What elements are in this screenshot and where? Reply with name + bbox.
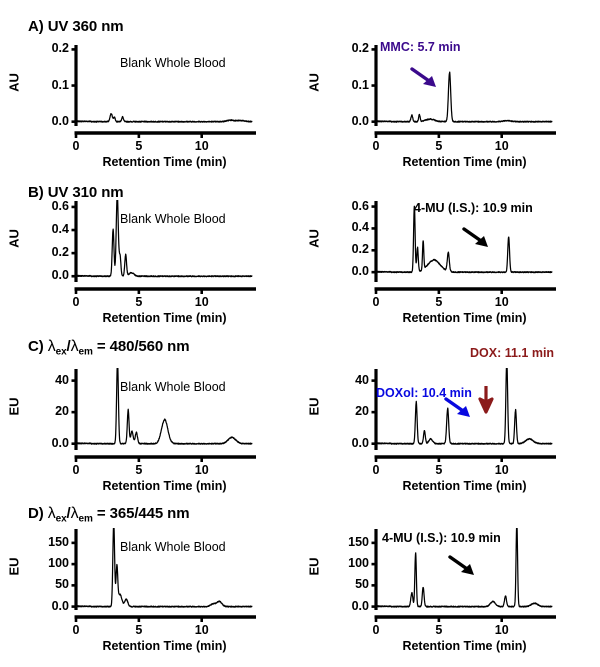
y-tick-label: 0.1 bbox=[51, 77, 69, 92]
arrow-diagonal-icon bbox=[462, 226, 496, 252]
plot-a-right bbox=[362, 44, 557, 144]
x-tick-label: 5 bbox=[135, 623, 143, 637]
panel-header-b: B) UV 310 nm bbox=[28, 184, 124, 201]
annotation-label: DOX: 11.1 min bbox=[470, 346, 555, 360]
y-tick-label: 0.0 bbox=[351, 435, 369, 450]
x-tick-label: 0 bbox=[72, 139, 80, 153]
y-tick-label: 0.0 bbox=[51, 268, 69, 283]
x-tick-label: 5 bbox=[135, 139, 143, 153]
y-tick-label: 150 bbox=[48, 534, 69, 549]
x-tick-label: 0 bbox=[372, 463, 380, 477]
plot-c-left bbox=[62, 368, 257, 468]
y-tick-label: 0.2 bbox=[51, 41, 69, 56]
x-tick-label: 5 bbox=[435, 139, 443, 153]
x-tick-label: 5 bbox=[435, 623, 443, 637]
x-axis-title: Retention Time (min) bbox=[402, 639, 527, 653]
y-tick-label: 40 bbox=[55, 372, 69, 387]
y-tick-label: 20 bbox=[355, 404, 369, 419]
y-tick-label: 0.6 bbox=[351, 198, 369, 213]
x-axis-title: Retention Time (min) bbox=[102, 479, 227, 493]
y-axis-title: AU bbox=[6, 229, 22, 249]
x-tick-label: 0 bbox=[72, 463, 80, 477]
plot-b-left bbox=[62, 200, 257, 300]
x-tick-label: 5 bbox=[435, 295, 443, 309]
y-tick-label: 20 bbox=[55, 404, 69, 419]
y-tick-label: 40 bbox=[355, 372, 369, 387]
y-tick-label: 150 bbox=[348, 534, 369, 549]
blank-whole-blood-label: Blank Whole Blood bbox=[120, 540, 226, 554]
arrow-diagonal-icon bbox=[410, 66, 444, 92]
panel-header-d: D) λex/λem = 365/445 nm bbox=[28, 505, 190, 525]
y-tick-label: 0.4 bbox=[51, 222, 69, 237]
y-tick-label: 0.0 bbox=[51, 598, 69, 613]
plot-c-right bbox=[362, 368, 557, 468]
y-tick-label: 50 bbox=[355, 577, 369, 592]
x-axis-title: Retention Time (min) bbox=[102, 639, 227, 653]
y-axis-title: EU bbox=[306, 397, 322, 416]
arrow-diagonal-icon bbox=[444, 396, 478, 422]
x-tick-label: 10 bbox=[194, 623, 209, 637]
y-tick-label: 0.2 bbox=[351, 41, 369, 56]
x-tick-label: 5 bbox=[435, 463, 443, 477]
x-tick-label: 0 bbox=[72, 295, 80, 309]
y-tick-label: 0.0 bbox=[51, 435, 69, 450]
blank-whole-blood-label: Blank Whole Blood bbox=[120, 212, 226, 226]
x-axis-title: Retention Time (min) bbox=[102, 311, 227, 325]
y-axis-title: EU bbox=[6, 557, 22, 576]
y-axis-title: EU bbox=[306, 557, 322, 576]
plot-d-right bbox=[362, 528, 557, 628]
annotation-label: 4-MU (I.S.): 10.9 min bbox=[382, 531, 501, 545]
y-tick-label: 100 bbox=[348, 556, 369, 571]
x-tick-label: 0 bbox=[372, 295, 380, 309]
annotation-label: DOXol: 10.4 min bbox=[376, 386, 472, 400]
y-axis-title: AU bbox=[306, 73, 322, 93]
x-axis-title: Retention Time (min) bbox=[402, 311, 527, 325]
y-tick-label: 50 bbox=[55, 577, 69, 592]
x-tick-label: 10 bbox=[494, 623, 509, 637]
x-axis-title: Retention Time (min) bbox=[402, 479, 527, 493]
y-axis-title: EU bbox=[6, 397, 22, 416]
x-tick-label: 0 bbox=[72, 623, 80, 637]
y-tick-label: 0.2 bbox=[351, 242, 369, 257]
blank-whole-blood-label: Blank Whole Blood bbox=[120, 380, 226, 394]
plot-b-right bbox=[362, 200, 557, 300]
x-axis-title: Retention Time (min) bbox=[102, 155, 227, 169]
y-tick-label: 0.2 bbox=[51, 245, 69, 260]
x-tick-label: 0 bbox=[372, 623, 380, 637]
y-tick-label: 0.0 bbox=[351, 598, 369, 613]
arrow-diagonal-icon bbox=[448, 554, 482, 580]
x-axis-title: Retention Time (min) bbox=[402, 155, 527, 169]
plot-d-left bbox=[62, 528, 257, 628]
x-tick-label: 10 bbox=[194, 463, 209, 477]
x-tick-label: 0 bbox=[372, 139, 380, 153]
x-tick-label: 10 bbox=[494, 463, 509, 477]
y-axis-title: AU bbox=[306, 229, 322, 249]
y-tick-label: 0.0 bbox=[351, 113, 369, 128]
x-tick-label: 10 bbox=[194, 295, 209, 309]
annotation-label: MMC: 5.7 min bbox=[380, 40, 461, 54]
panel-header-c: C) λex/λem = 480/560 nm bbox=[28, 338, 190, 358]
y-tick-label: 0.4 bbox=[351, 220, 369, 235]
x-tick-label: 5 bbox=[135, 463, 143, 477]
x-tick-label: 10 bbox=[494, 139, 509, 153]
y-tick-label: 0.6 bbox=[51, 198, 69, 213]
y-axis-title: AU bbox=[6, 73, 22, 93]
y-tick-label: 0.0 bbox=[51, 113, 69, 128]
plot-a-left bbox=[62, 44, 257, 144]
y-tick-label: 0.1 bbox=[351, 77, 369, 92]
x-tick-label: 10 bbox=[494, 295, 509, 309]
blank-whole-blood-label: Blank Whole Blood bbox=[120, 56, 226, 70]
x-tick-label: 5 bbox=[135, 295, 143, 309]
y-tick-label: 0.0 bbox=[351, 264, 369, 279]
annotation-label: 4-MU (I.S.): 10.9 min bbox=[414, 201, 533, 215]
y-tick-label: 100 bbox=[48, 556, 69, 571]
arrow-down-red-icon bbox=[478, 386, 494, 414]
panel-header-a: A) UV 360 nm bbox=[28, 18, 124, 35]
x-tick-label: 10 bbox=[194, 139, 209, 153]
